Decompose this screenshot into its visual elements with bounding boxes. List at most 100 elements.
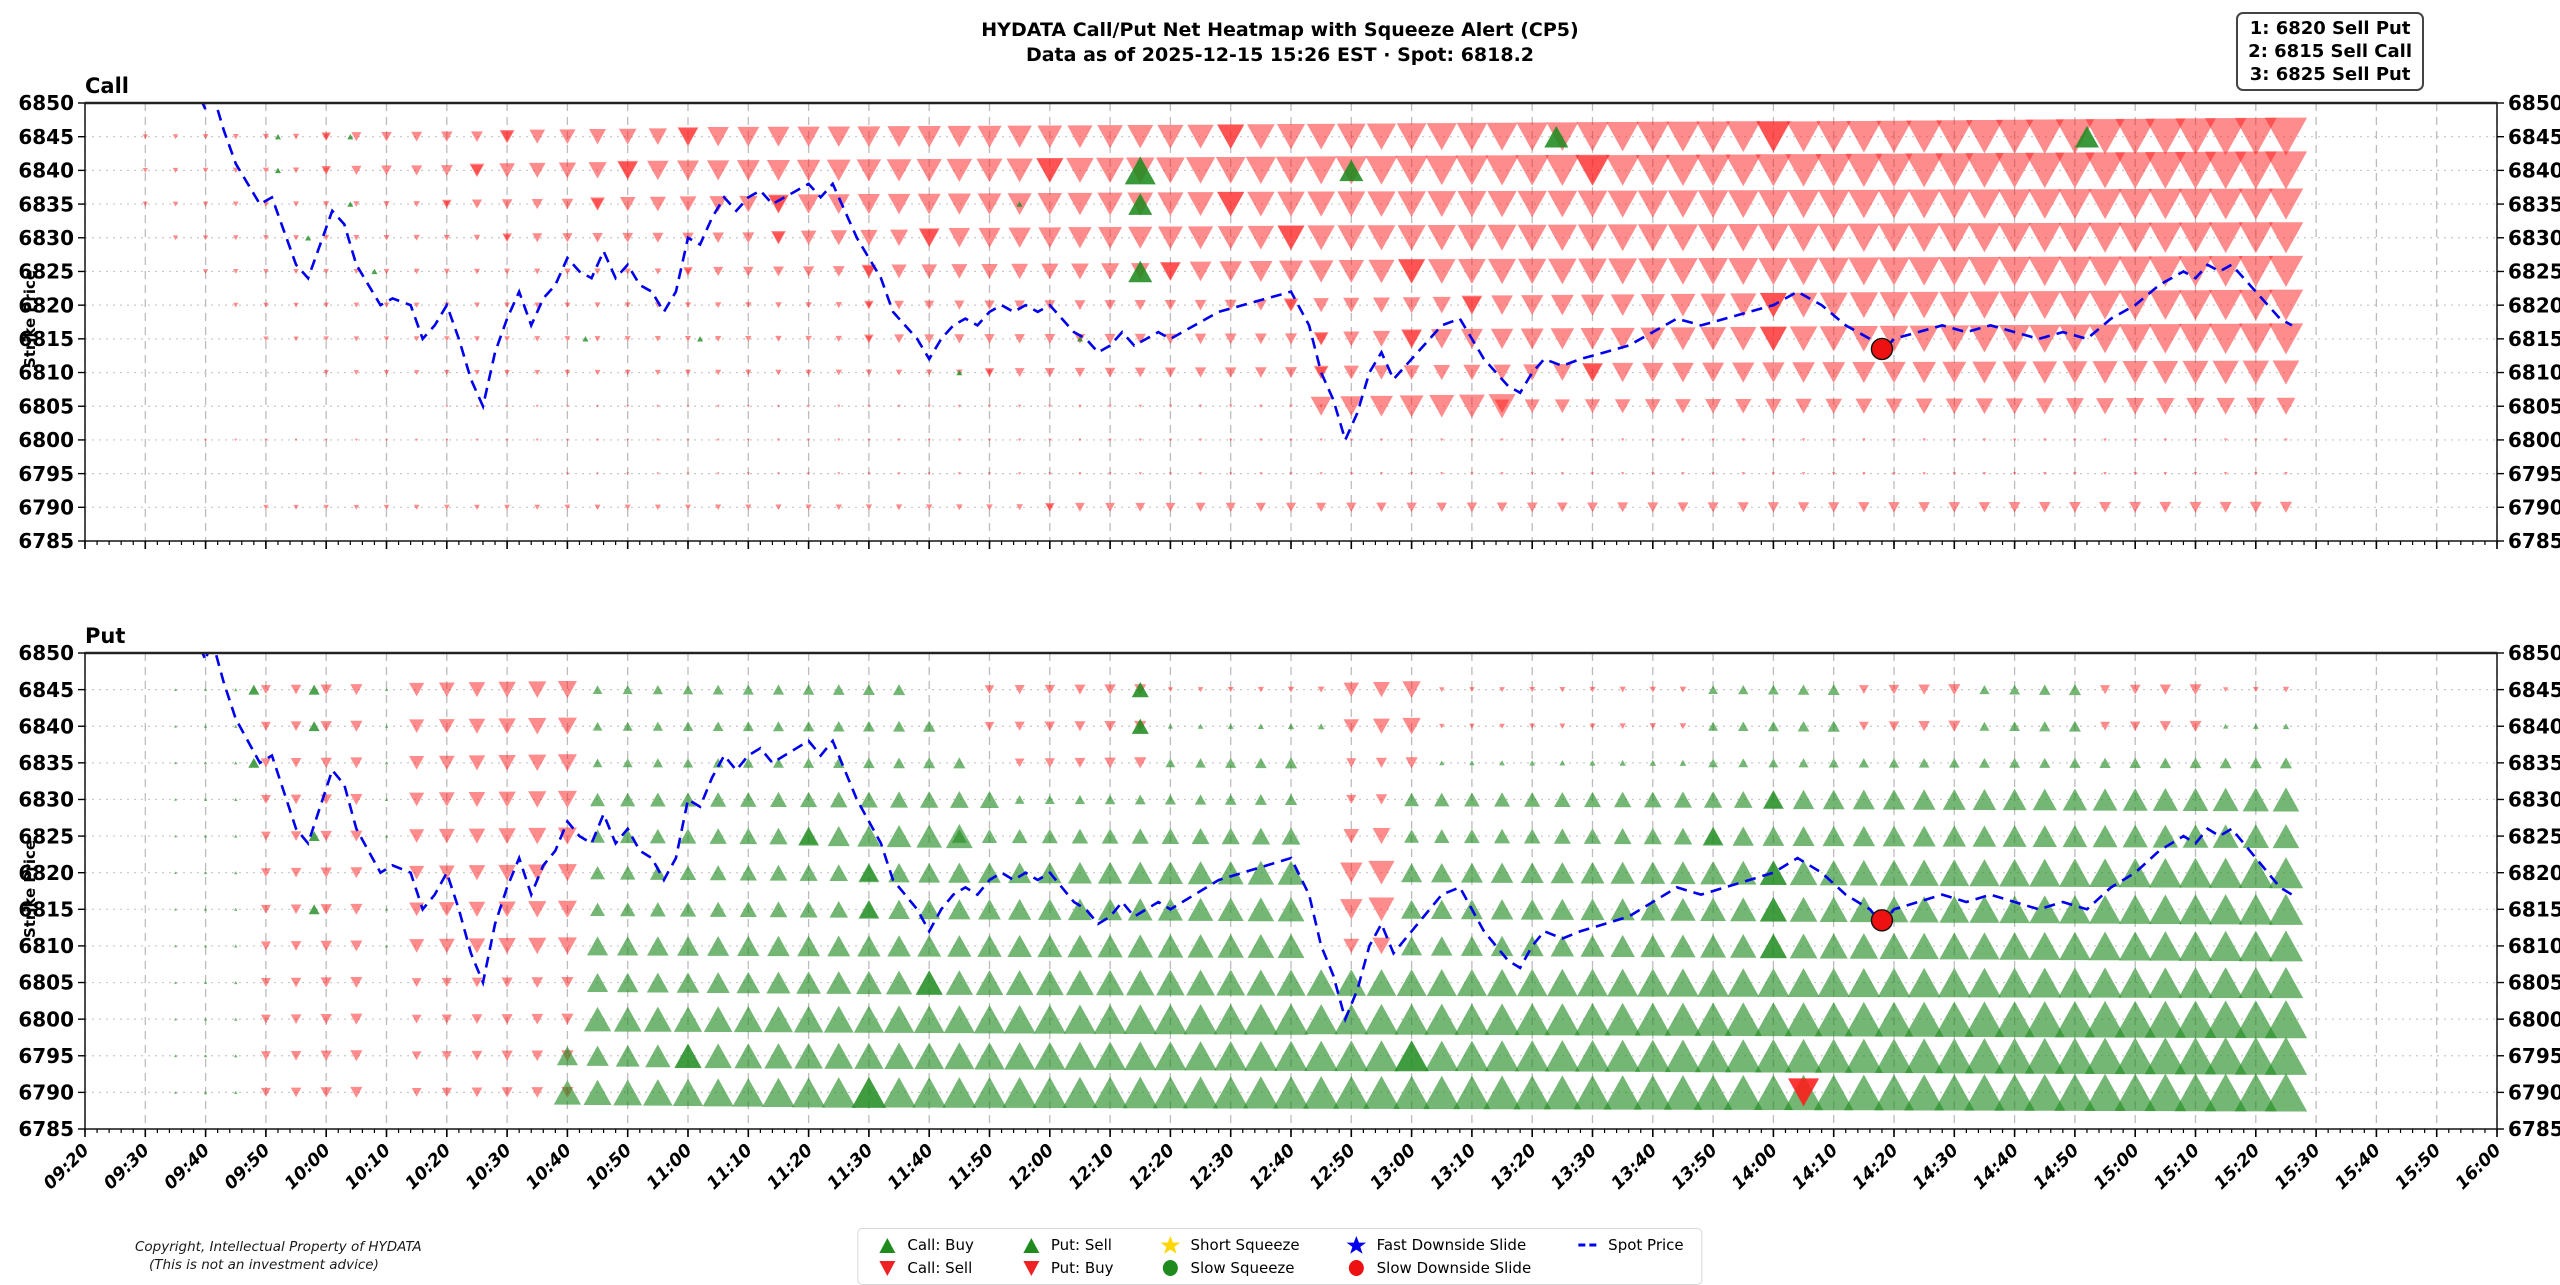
- legend-label: Fast Downside Slide: [1376, 1236, 1527, 1254]
- legend-label: Slow Downside Slide: [1376, 1259, 1532, 1277]
- y-tick-label: 6820: [18, 861, 74, 885]
- x-tick-label: 13:00: [1367, 1140, 1421, 1194]
- put-y-ticks: 6850 6850 6845 6845 6840 6840 6835 6835 6830 6830…: [18, 641, 2560, 1141]
- y-tick-label: 6810: [18, 361, 74, 385]
- x-tick-label: 15:00: [2090, 1140, 2144, 1194]
- y-tick-label: 6825: [2508, 824, 2560, 848]
- x-tick-label: 14:40: [1970, 1140, 2024, 1194]
- put-panel: 6850 6850 6845 6845 6840 6840 6835 6835 6830 6830…: [18, 641, 2560, 1194]
- legend-item-slow-downside-slide: Slow Downside Slide: [1346, 1257, 1532, 1279]
- put-sell-triangle-icon: [1020, 1236, 1042, 1254]
- y-tick-label: 6820: [18, 293, 74, 317]
- call-y-axis-label: Strike Price: [21, 269, 39, 369]
- y-tick-label: 6815: [2508, 327, 2560, 351]
- x-tick-label: 12:10: [1065, 1140, 1119, 1194]
- y-tick-label: 6795: [2508, 462, 2560, 486]
- put-markers: [173, 681, 2308, 1112]
- legend-item-put-sell: Put: Sell: [1020, 1234, 1114, 1256]
- y-tick-label: 6830: [2508, 226, 2560, 250]
- legend-item-put-buy: Put: Buy: [1020, 1257, 1114, 1279]
- y-tick-label: 6825: [2508, 260, 2560, 284]
- y-tick-label: 6805: [2508, 394, 2560, 418]
- slow-downside-slide-marker: [1870, 909, 1894, 932]
- y-tick-label: 6825: [18, 260, 74, 284]
- x-tick-label: 11:30: [824, 1140, 878, 1194]
- y-tick-label: 6800: [2508, 1007, 2560, 1031]
- x-tick-label: 10:20: [402, 1140, 456, 1194]
- y-tick-label: 6805: [2508, 971, 2560, 995]
- alert-line: 1: 6820 Sell Put: [2249, 18, 2411, 39]
- x-tick-label: 11:10: [703, 1140, 757, 1194]
- legend: Call: Buy Call: Sell Put: Sell Put: Buy …: [857, 1228, 1703, 1285]
- y-tick-label: 6795: [2508, 1044, 2560, 1068]
- alert-line: 2: 6815 Sell Call: [2248, 41, 2412, 63]
- y-tick-label: 6830: [18, 226, 74, 250]
- call-event-markers: [274, 125, 2099, 376]
- y-tick-label: 6845: [2508, 678, 2560, 702]
- x-tick-label: 12:40: [1246, 1140, 1300, 1194]
- x-tick-label: 13:50: [1668, 1140, 1722, 1194]
- x-tick-label: 11:00: [643, 1140, 697, 1194]
- fast-downside-slide-star-icon: [1346, 1235, 1368, 1255]
- x-tick-label: 15:10: [2150, 1140, 2204, 1194]
- y-tick-label: 6815: [2508, 898, 2560, 922]
- legend-item-fast-downside-slide: Fast Downside Slide: [1346, 1234, 1532, 1256]
- x-tick-label: 10:30: [462, 1140, 516, 1194]
- x-tick-label: 10:00: [281, 1140, 335, 1194]
- call-buy-triangle-icon: [876, 1236, 898, 1254]
- y-tick-label: 6790: [18, 1081, 74, 1105]
- x-tick-label: 16:00: [2452, 1140, 2506, 1194]
- squeeze-alert-box: 1: 6820 Sell Put 2: 6815 Sell Call 3: 68…: [2236, 12, 2424, 92]
- x-tick-label: 15:20: [2211, 1140, 2265, 1194]
- x-tick-label: 13:30: [1547, 1140, 1601, 1194]
- y-tick-label: 6840: [2508, 714, 2560, 738]
- y-tick-label: 6800: [18, 428, 74, 452]
- call-spot-price-line: [201, 103, 2293, 444]
- x-tick-label: 13:10: [1427, 1140, 1481, 1194]
- y-tick-label: 6850: [18, 91, 74, 115]
- x-tick-label: 14:20: [1849, 1140, 1903, 1194]
- y-tick-label: 6825: [18, 824, 74, 848]
- y-tick-label: 6805: [18, 394, 74, 418]
- page-subtitle: Data as of 2025-12-15 15:26 EST · Spot: …: [1025, 44, 1535, 67]
- legend-label: Put: Buy: [1050, 1259, 1114, 1277]
- x-tick-label: 11:20: [764, 1140, 818, 1194]
- x-tick-label: 12:50: [1306, 1140, 1360, 1194]
- legend-item-spot-price: Spot Price: [1577, 1234, 1684, 1256]
- x-tick-label: 12:20: [1125, 1140, 1179, 1194]
- chart-header: HYDATA Call/Put Net Heatmap with Squeeze…: [0, 18, 2560, 68]
- y-tick-label: 6800: [2508, 428, 2560, 452]
- page-title: HYDATA Call/Put Net Heatmap with Squeeze…: [981, 19, 1579, 41]
- x-tick-label: 15:50: [2392, 1140, 2446, 1194]
- y-tick-label: 6785: [18, 1117, 74, 1141]
- y-tick-label: 6795: [18, 462, 74, 486]
- y-tick-label: 6790: [18, 496, 74, 520]
- y-tick-label: 6800: [18, 1007, 74, 1031]
- legend-label: Call: Sell: [907, 1259, 973, 1277]
- y-tick-label: 6785: [2508, 1117, 2560, 1141]
- y-tick-label: 6840: [2508, 159, 2560, 183]
- legend-label: Slow Squeeze: [1190, 1259, 1295, 1277]
- y-tick-label: 6820: [2508, 293, 2560, 317]
- x-tick-label: 12:00: [1005, 1140, 1059, 1194]
- y-tick-label: 6795: [18, 1044, 74, 1068]
- y-tick-label: 6810: [2508, 934, 2560, 958]
- put-panel-title: Put: [85, 624, 126, 648]
- short-squeeze-star-icon: [1160, 1235, 1182, 1255]
- x-tick-label: 11:40: [884, 1140, 938, 1194]
- legend-item-slow-squeeze: Slow Squeeze: [1160, 1257, 1300, 1279]
- x-tick-label: 14:50: [2030, 1140, 2084, 1194]
- x-tick-label: 09:20: [40, 1140, 94, 1194]
- y-tick-label: 6835: [2508, 751, 2560, 775]
- legend-item-call-sell: Call: Sell: [876, 1257, 974, 1279]
- spot-price-dashed-line-icon: [1577, 1236, 1600, 1254]
- legend-label: Short Squeeze: [1190, 1236, 1300, 1254]
- x-tick-label: 10:40: [522, 1140, 576, 1194]
- call-y-ticks: 6850 6850 6845 6845 6840 6840 6835 6835 6830 6830…: [18, 91, 2560, 553]
- x-tick-label: 10:50: [583, 1140, 637, 1194]
- alert-line: 3: 6825 Sell Put: [2249, 64, 2411, 86]
- y-tick-label: 6830: [2508, 788, 2560, 812]
- put-spot-price-line: [201, 653, 2293, 1024]
- put-y-axis-label: Strike Price: [21, 839, 39, 939]
